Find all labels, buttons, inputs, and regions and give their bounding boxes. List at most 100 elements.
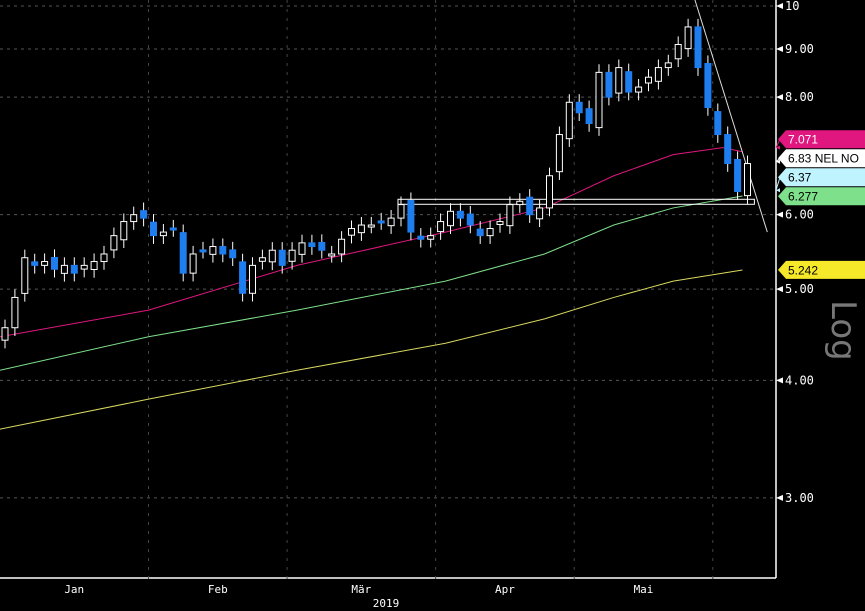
candle (506, 196, 514, 234)
candle (486, 220, 494, 244)
candle-body (585, 108, 593, 125)
candle-body (397, 204, 405, 219)
candle (268, 242, 276, 271)
candle (704, 55, 712, 116)
candle (249, 257, 256, 302)
candle-body (744, 163, 751, 197)
y-tick-label: 3.00 (785, 491, 814, 505)
candle (526, 189, 534, 223)
tag-pointer (776, 159, 780, 164)
candle-body (615, 67, 623, 94)
candle (734, 151, 742, 200)
tag-pointer (776, 188, 780, 193)
tag-background (778, 149, 865, 168)
candle (555, 126, 563, 180)
candle (140, 202, 148, 227)
candle (60, 257, 68, 282)
candle-body (90, 261, 98, 270)
candle-body (595, 71, 603, 129)
candle-body (724, 134, 732, 165)
tick-marker (776, 2, 783, 9)
candle (169, 219, 177, 237)
candle-body (100, 253, 108, 263)
candle (714, 103, 722, 143)
tag-background (778, 130, 865, 149)
candle-body (377, 220, 385, 224)
tick-marker (776, 377, 783, 384)
candle-body (516, 200, 524, 206)
candle (219, 238, 227, 263)
candle (744, 155, 751, 204)
candle (229, 241, 237, 266)
candle-body (387, 217, 395, 227)
candle (130, 206, 138, 230)
candle-body (120, 221, 128, 241)
candle (516, 193, 524, 213)
candle (407, 192, 415, 241)
candle (159, 223, 167, 244)
candle-body (546, 175, 553, 209)
candle-body (1, 327, 9, 341)
tag-label: 6.83 NEL NO (788, 152, 859, 166)
candle (288, 242, 296, 270)
candle-body (694, 26, 702, 69)
tick-marker (776, 46, 783, 53)
candle-body (466, 213, 474, 226)
y-tick-label: 8.00 (785, 90, 814, 104)
tag-background (778, 260, 865, 279)
candle-body (21, 257, 29, 294)
candle-body (367, 224, 375, 228)
tag-label: 6.37 (788, 171, 812, 185)
candle (684, 18, 692, 57)
candle-body (575, 101, 583, 114)
candle-body (209, 246, 217, 255)
support-line (397, 198, 755, 205)
candle (447, 203, 454, 234)
candle-body (239, 261, 247, 294)
candle (387, 210, 395, 234)
candle-body (70, 264, 78, 274)
candle (397, 196, 405, 227)
tick-marker (776, 211, 783, 218)
tag-label: 7.071 (788, 133, 818, 147)
x-month-label: Feb (208, 583, 228, 596)
candle-body (249, 264, 256, 294)
candle (496, 213, 504, 233)
candle (427, 227, 435, 248)
candle (150, 214, 157, 244)
candle-body (456, 210, 464, 219)
candle (90, 253, 98, 278)
candle-body (625, 71, 633, 93)
candle (625, 63, 633, 101)
last-value-tag: 5.242 (778, 260, 865, 279)
candle (674, 36, 682, 68)
candle-body (714, 111, 722, 136)
candle-body (189, 253, 197, 274)
candle (70, 257, 78, 282)
candle-body (328, 253, 336, 257)
candle-body (150, 221, 157, 237)
tag-background (778, 168, 865, 187)
candle (80, 257, 88, 278)
candle-body (635, 86, 643, 93)
candle-body (268, 249, 276, 263)
candle (615, 59, 623, 102)
candle (476, 221, 484, 244)
candle-body (130, 214, 138, 223)
tick-marker (776, 94, 783, 101)
candle (110, 227, 118, 259)
y-tick-label: 4.00 (785, 373, 814, 387)
candle-body (496, 221, 504, 225)
candle-body (674, 43, 682, 60)
candle (585, 100, 593, 132)
candle (209, 238, 217, 263)
candle-body (278, 249, 286, 266)
candle (298, 234, 306, 263)
last-value-tag: 6.83 NEL NO (775, 149, 865, 168)
candle-body (605, 71, 613, 98)
candle-body (199, 249, 207, 253)
candle (466, 205, 474, 234)
log-scale-label[interactable]: Log (823, 300, 863, 361)
candle (694, 18, 702, 76)
